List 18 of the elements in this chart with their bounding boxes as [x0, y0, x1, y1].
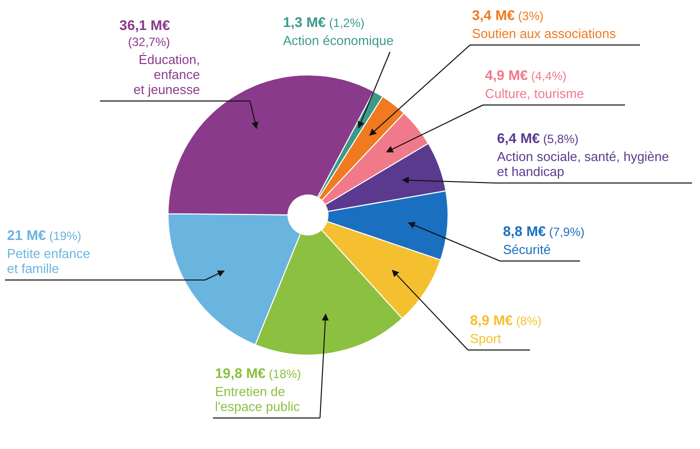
- slice-label: Entretien de l'espace public: [215, 384, 300, 414]
- data-label: 8,8 M€ (7,9%): [503, 223, 584, 239]
- data-label: 3,4 M€ (3%): [472, 7, 544, 23]
- data-label: 8,9 M€ (8%): [470, 312, 542, 328]
- data-label: 1,3 M€ (1,2%): [283, 14, 364, 30]
- slice-label: Petite enfance et famille: [7, 246, 90, 276]
- slice-label: Culture, tourisme: [485, 86, 584, 101]
- data-label: 36,1 M€ (32,7%): [119, 17, 170, 49]
- data-label: 6,4 M€ (5,8%): [497, 130, 578, 146]
- slice-label: Sport: [470, 331, 502, 346]
- slice-label: Soutien aux associations: [472, 26, 616, 41]
- slice-label: Action économique: [283, 33, 394, 48]
- data-label: 4,9 M€ (4,4%): [485, 67, 566, 83]
- slice-label: Éducation, enfance et jeunesse: [134, 52, 200, 97]
- data-label: 21 M€ (19%): [7, 227, 82, 243]
- data-label: 19,8 M€ (18%): [215, 365, 301, 381]
- slice-label: Sécurité: [503, 242, 551, 257]
- slice-label: Action sociale, santé, hygiène et handicap: [497, 149, 669, 179]
